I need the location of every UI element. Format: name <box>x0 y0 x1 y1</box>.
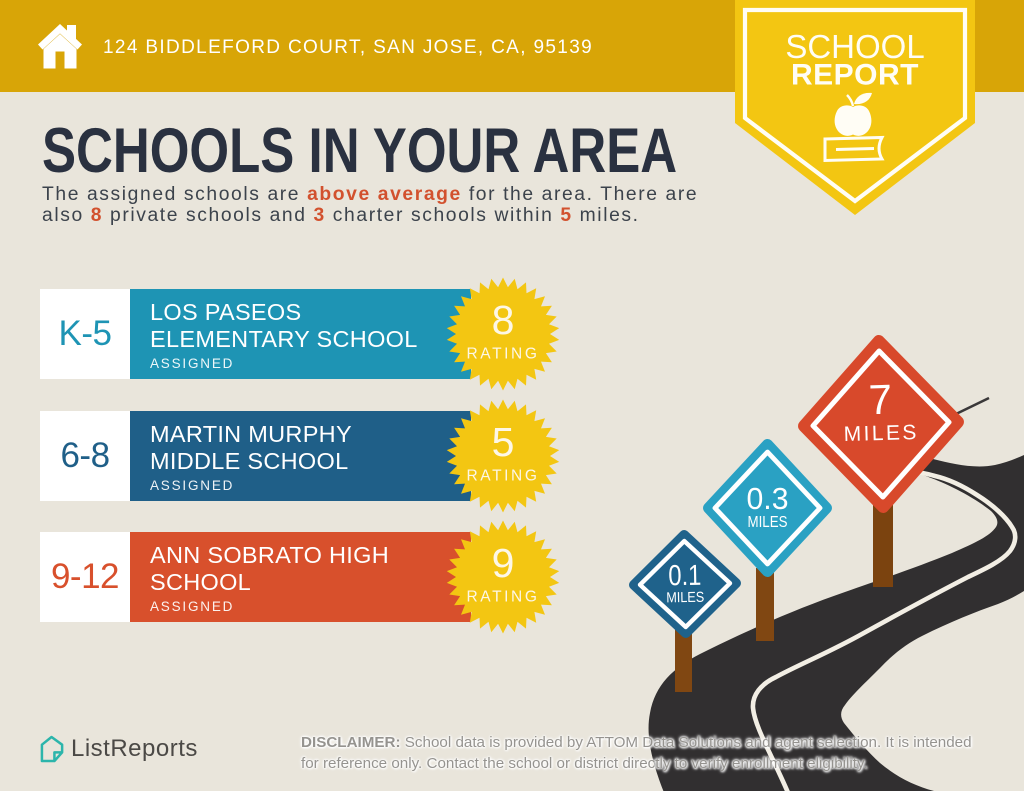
svg-text:RATING: RATING <box>466 468 539 485</box>
svg-text:0.3: 0.3 <box>747 481 789 516</box>
svg-text:MILES: MILES <box>748 514 788 531</box>
svg-text:REPORT: REPORT <box>791 59 919 92</box>
svg-text:RATING: RATING <box>466 589 539 606</box>
svg-text:5: 5 <box>492 419 515 465</box>
svg-text:9: 9 <box>492 540 515 586</box>
svg-text:8: 8 <box>492 297 515 343</box>
svg-text:RATING: RATING <box>466 346 539 363</box>
svg-text:SCHOOL: SCHOOL <box>785 28 924 65</box>
svg-text:0.1: 0.1 <box>668 560 702 593</box>
svg-text:MILES: MILES <box>666 590 704 607</box>
svg-text:MILES: MILES <box>843 421 919 446</box>
svg-text:7: 7 <box>868 376 893 424</box>
